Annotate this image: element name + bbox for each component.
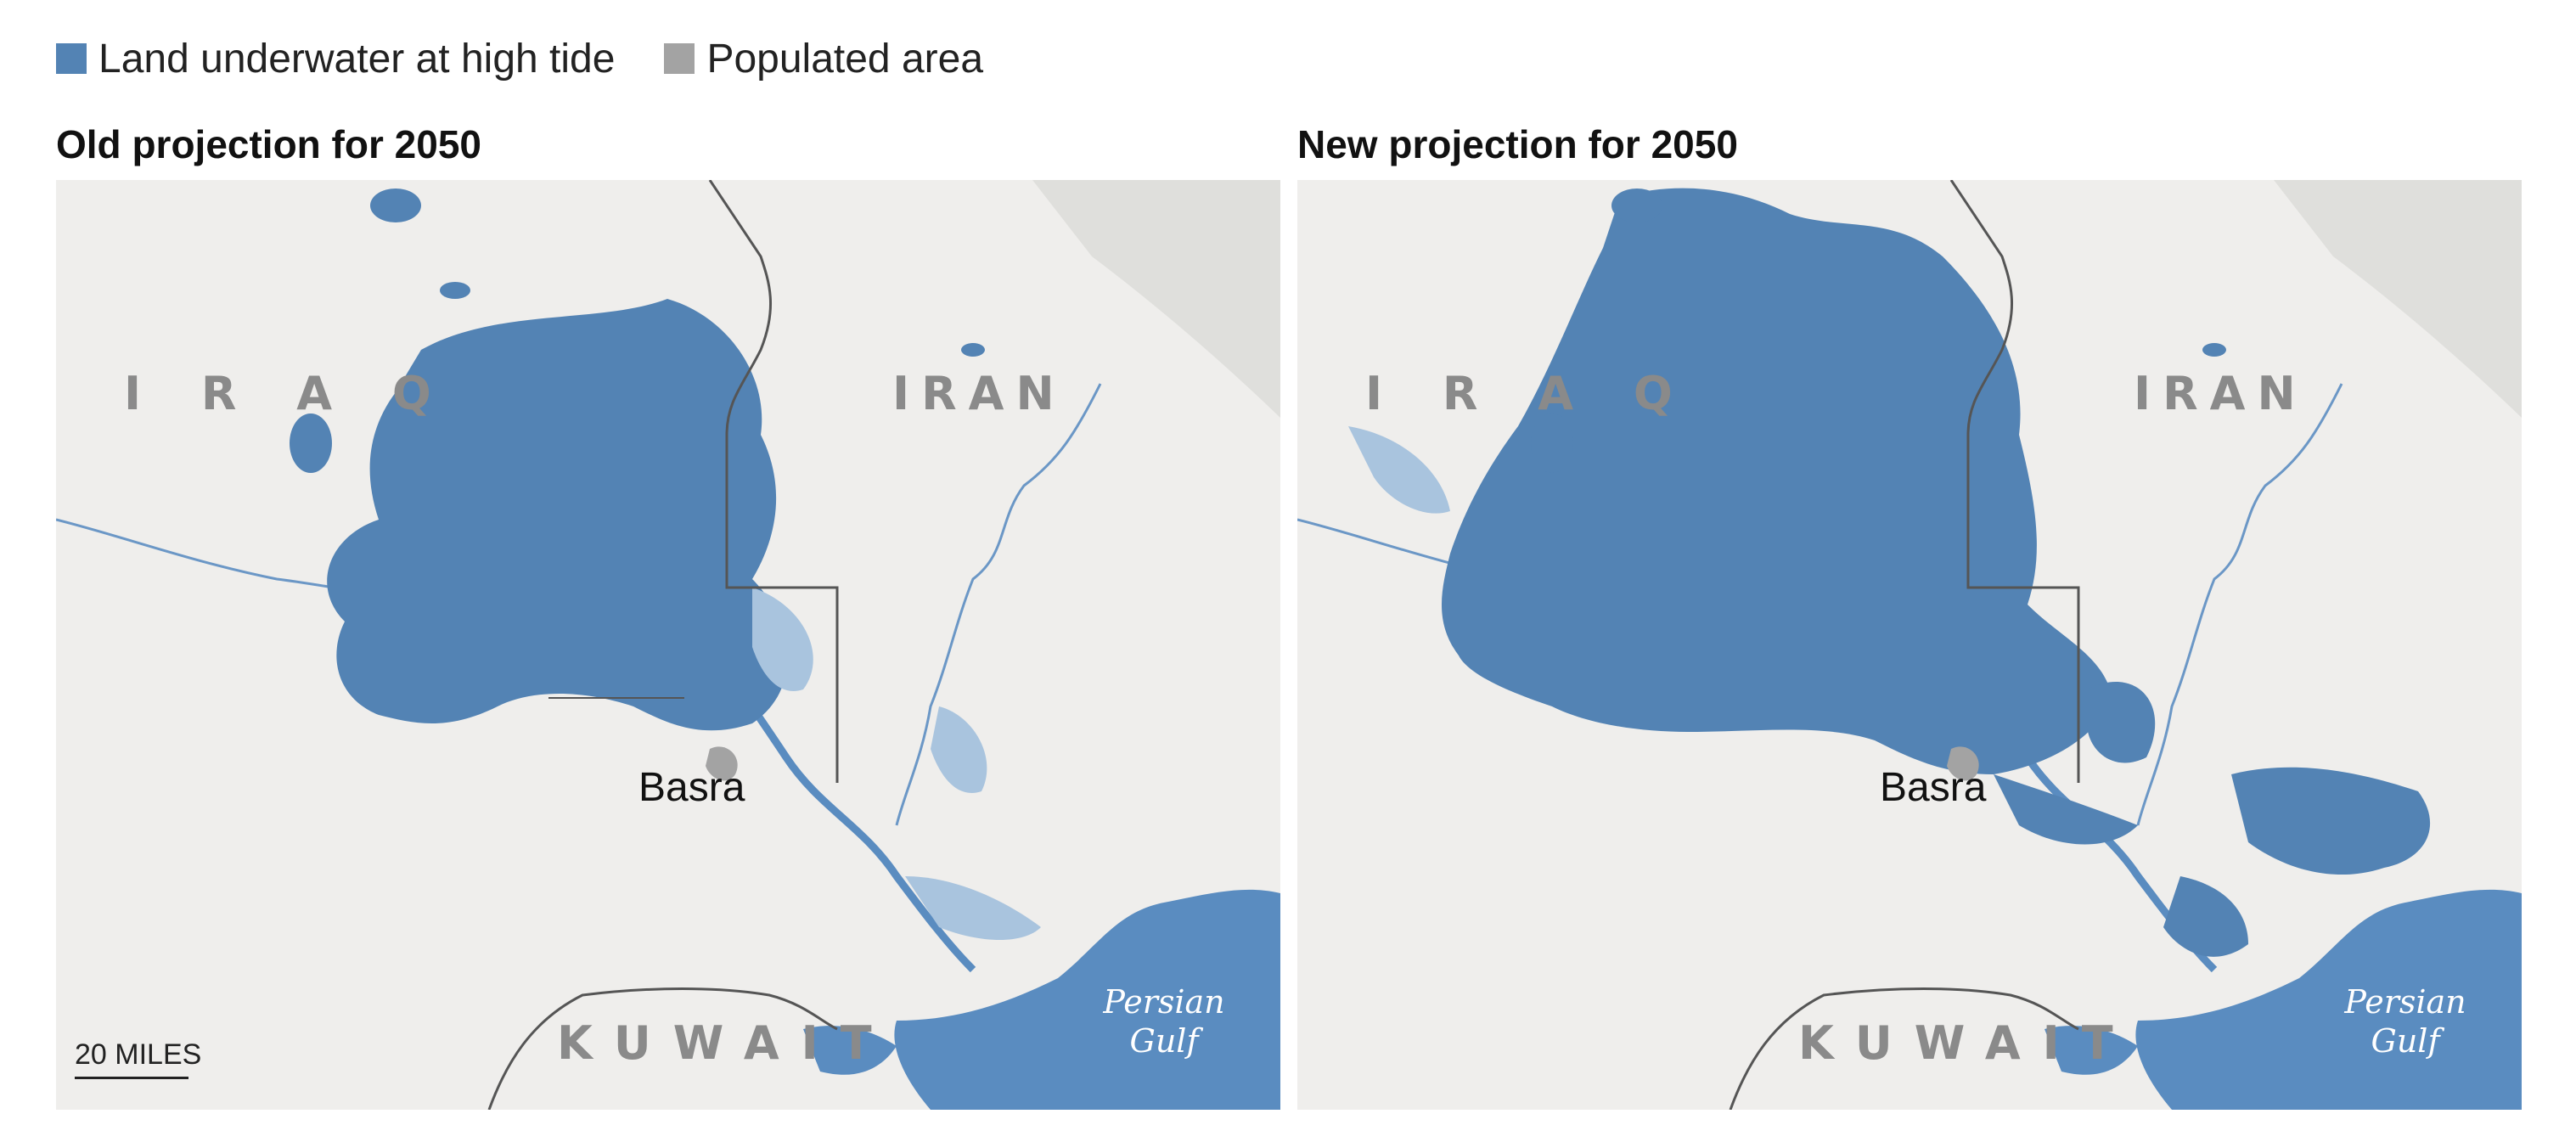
label-basra: Basra [638,765,745,810]
label-iran: IRAN [892,367,1066,420]
old-map-graphic [56,180,1280,1110]
label-iran: IRAN [2134,367,2308,420]
label-kuwait: KUWAIT [1798,1016,2135,1070]
scale-bar: 20 MILES [75,1038,201,1079]
panel-title-old: Old projection for 2050 [56,122,481,166]
scale-line [75,1077,188,1079]
new-map-graphic [1297,180,2522,1110]
gulf-line-1: Persian [1103,983,1225,1021]
scale-label: 20 MILES [75,1038,202,1071]
legend: Land underwater at high tide Populated a… [56,29,1032,88]
gulf-line-2: Gulf [1129,1022,1199,1060]
label-iraq: I R A Q [124,367,453,420]
new-projection-map: I R A Q IRAN KUWAIT Basra Persian Gulf [1297,180,2522,1110]
label-persian-gulf: Persian Gulf [2320,982,2490,1060]
legend-item-flooded: Land underwater at high tide [56,36,615,82]
new-projection-panel: New projection for 2050 I R A Q IRAN [1297,119,2522,1110]
label-kuwait: KUWAIT [557,1016,894,1070]
old-projection-map: I R A Q IRAN KUWAIT Basra Persian Gulf 2… [56,180,1280,1110]
legend-label-flooded: Land underwater at high tide [98,36,616,82]
legend-label-populated: Populated area [706,36,984,82]
label-basra: Basra [1880,765,1987,810]
populated-swatch [664,43,695,74]
gulf-line-1: Persian [2344,983,2466,1021]
label-persian-gulf: Persian Gulf [1079,982,1249,1060]
old-projection-panel: Old projection for 2050 [56,119,1280,1110]
label-iraq: I R A Q [1365,367,1695,420]
legend-item-populated: Populated area [664,36,983,82]
panel-title-new: New projection for 2050 [1297,122,1738,166]
flooded-swatch [56,43,87,74]
gulf-line-2: Gulf [2371,1022,2440,1060]
